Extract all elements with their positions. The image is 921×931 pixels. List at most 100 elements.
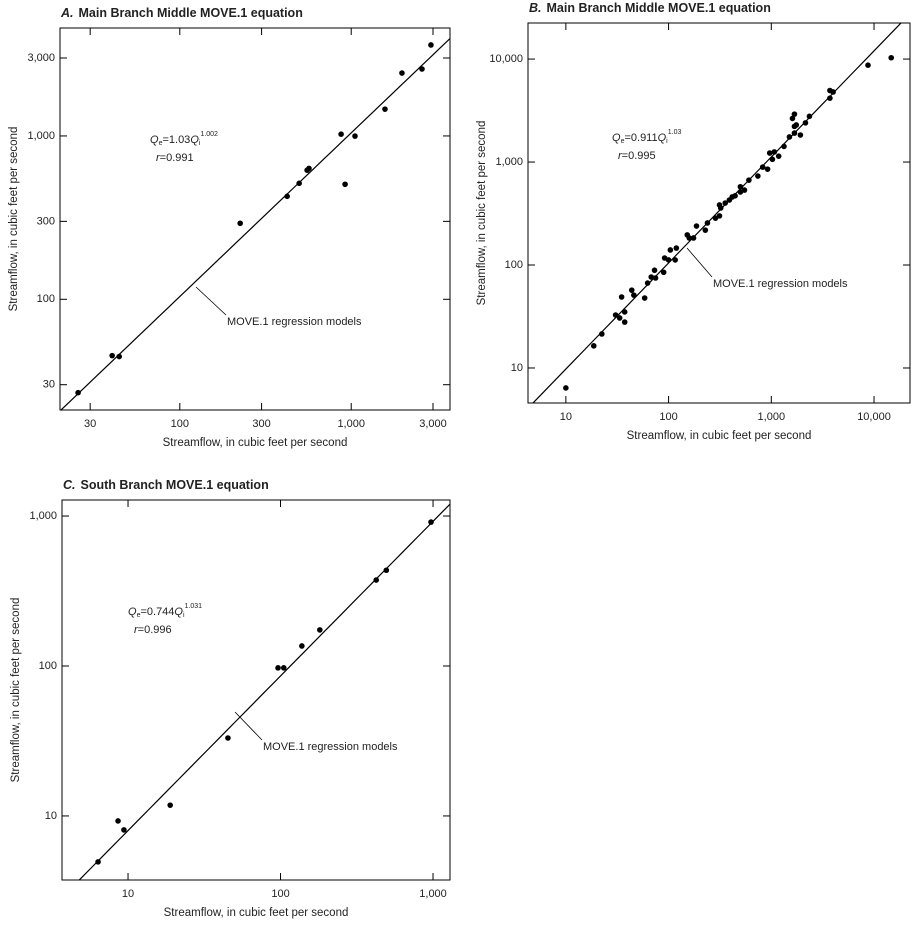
- point: [759, 164, 766, 170]
- equation-part: =0.911: [624, 132, 657, 144]
- x-tick-label: 100: [171, 418, 189, 430]
- y-tick-label: 100: [505, 259, 523, 271]
- annotation: MOVE.1 regression models: [263, 741, 398, 753]
- equation-part: Q: [612, 132, 621, 144]
- point: [237, 220, 243, 227]
- x-axis-label: Streamflow, in cubic feet per second: [163, 437, 348, 449]
- point: [746, 177, 752, 183]
- point: [590, 343, 597, 349]
- x-tick-label: 1,000: [337, 418, 365, 430]
- y-tick-label: 1,000: [27, 130, 55, 142]
- point: [673, 245, 680, 251]
- annotation: MOVE.1 regression models: [227, 316, 362, 328]
- equation-part: 1.002: [200, 131, 218, 138]
- point: [618, 294, 625, 300]
- point: [280, 665, 287, 671]
- y-axis-label: Streamflow, in cubic feet per second: [476, 121, 488, 306]
- title-text: Main Branch Middle MOVE.1 equation: [79, 6, 303, 20]
- x-tick-label: 300: [252, 418, 270, 430]
- y-tick-label: 100: [39, 660, 57, 672]
- point: [275, 665, 281, 671]
- point: [563, 385, 569, 391]
- point: [352, 133, 358, 139]
- y-tick-label: 3,000: [27, 52, 55, 64]
- y-tick-label: 1,000: [29, 510, 57, 522]
- point: [373, 577, 380, 583]
- r-number: =0.995: [622, 150, 656, 162]
- equation-part: 1.03: [668, 129, 682, 136]
- point: [652, 275, 659, 281]
- regression-line: [532, 23, 902, 403]
- point: [717, 205, 724, 211]
- point: [115, 818, 121, 824]
- x-tick-label: 1,000: [758, 411, 786, 423]
- r-symbol: r: [618, 150, 623, 162]
- r-value: r=0.991: [156, 152, 194, 164]
- point: [428, 42, 434, 48]
- r-number: =0.991: [160, 152, 194, 164]
- point: [383, 567, 390, 574]
- leader-line: [195, 286, 227, 316]
- plot-frame: [61, 499, 451, 881]
- point: [865, 62, 871, 68]
- point: [791, 111, 798, 117]
- point: [775, 153, 782, 159]
- equation-part: Q: [150, 134, 159, 146]
- point: [599, 331, 605, 337]
- y-tick-label: 30: [43, 379, 55, 391]
- equation-part: Q: [174, 606, 183, 618]
- point: [399, 70, 405, 76]
- point: [741, 187, 748, 193]
- point: [771, 149, 778, 155]
- x-tick-label: 10: [122, 888, 134, 900]
- point: [791, 130, 798, 136]
- point: [704, 220, 711, 226]
- point: [95, 859, 101, 865]
- y-axis-label: Streamflow, in cubic feet per second: [10, 598, 22, 783]
- point: [317, 627, 323, 633]
- x-tick-label: 30: [84, 418, 96, 430]
- point: [797, 132, 804, 138]
- point: [621, 319, 628, 325]
- y-tick-label: 10,000: [489, 53, 523, 65]
- equation: Qe=0.911Qi1.03: [612, 129, 681, 145]
- point: [116, 353, 122, 360]
- point: [167, 802, 173, 808]
- y-tick-label: 10: [511, 362, 523, 374]
- y-tick-label: 1,000: [495, 156, 523, 168]
- point: [766, 150, 773, 156]
- equation-part: i: [183, 612, 185, 619]
- title-text: South Branch MOVE.1 equation: [81, 478, 269, 492]
- point: [786, 134, 793, 140]
- point: [789, 115, 796, 122]
- point: [755, 173, 761, 179]
- x-axis-label: Streamflow, in cubic feet per second: [627, 430, 812, 442]
- panel: B. Main Branch Middle MOVE.1 equation 10 10…: [476, 1, 911, 442]
- point: [306, 165, 312, 172]
- point: [628, 287, 635, 293]
- point: [769, 156, 776, 163]
- point: [672, 257, 679, 263]
- regression-line: [60, 38, 450, 410]
- point: [888, 54, 895, 61]
- point: [121, 827, 127, 833]
- regression-line: [78, 503, 450, 880]
- point: [612, 312, 619, 318]
- x-tick-label: 100: [271, 888, 289, 900]
- point: [830, 89, 836, 95]
- leader-line: [686, 247, 713, 278]
- point: [802, 120, 809, 126]
- point: [806, 113, 813, 120]
- chart-title: A. Main Branch Middle MOVE.1 equation: [60, 6, 303, 20]
- point: [732, 193, 738, 199]
- equation: Qe=0.744Qi1.031: [128, 603, 202, 619]
- equation-part: =0.744: [140, 606, 174, 618]
- equation-part: e: [159, 140, 163, 147]
- point: [648, 274, 655, 280]
- point: [716, 213, 723, 219]
- equation: Qe=1.03Qi 1.002: [150, 131, 218, 147]
- panel-label: A.: [60, 6, 74, 20]
- point: [75, 389, 81, 396]
- point: [686, 235, 693, 241]
- chart-title: C. South Branch MOVE.1 equation: [63, 478, 269, 492]
